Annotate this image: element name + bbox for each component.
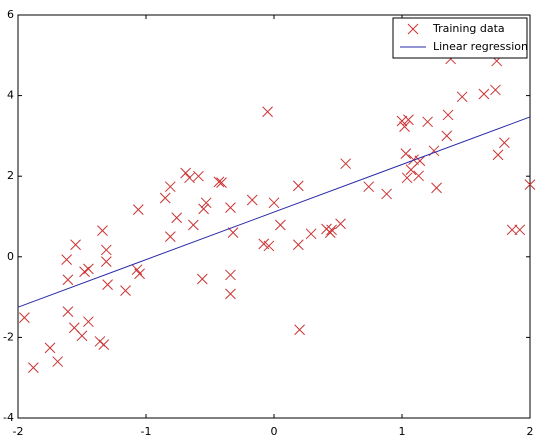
data-point <box>100 244 112 256</box>
data-point <box>184 172 195 184</box>
data-point <box>19 312 30 324</box>
data-point <box>159 192 171 204</box>
legend-box <box>392 17 528 59</box>
data-point <box>524 179 536 191</box>
data-point <box>441 130 453 142</box>
data-point <box>171 212 183 224</box>
data-point <box>213 176 225 188</box>
data-point <box>401 172 413 184</box>
data-point <box>294 324 305 336</box>
data-point <box>340 158 352 170</box>
data-point <box>70 239 81 251</box>
data-point <box>246 194 258 206</box>
data-point <box>422 116 433 128</box>
data-point <box>399 121 410 132</box>
legend: Training data Linear regression <box>392 17 528 59</box>
data-point <box>324 227 336 238</box>
y-tick-label: -2 <box>3 330 14 343</box>
data-point <box>405 164 417 176</box>
data-point <box>44 342 56 354</box>
data-point <box>61 254 72 265</box>
x-tick-label: 0 <box>271 425 278 438</box>
y-tick-label: 2 <box>7 169 14 182</box>
y-tick-label: -4 <box>3 411 14 424</box>
data-point <box>363 181 375 193</box>
data-point <box>413 170 424 182</box>
plot-area <box>17 14 531 419</box>
data-point <box>492 149 504 161</box>
data-point <box>442 109 454 121</box>
data-point <box>180 167 192 179</box>
data-point <box>335 218 346 230</box>
data-point <box>83 316 94 328</box>
data-point <box>198 203 209 215</box>
data-point <box>164 181 176 193</box>
y-tick-label: 4 <box>7 89 14 102</box>
y-tick-label: 6 <box>7 8 14 21</box>
data-point <box>456 91 468 103</box>
data-point <box>263 240 275 252</box>
y-tick-label: 0 <box>7 250 14 263</box>
data-point <box>268 197 280 209</box>
data-point <box>396 115 408 127</box>
data-point <box>76 330 88 342</box>
data-point <box>499 137 510 149</box>
data-point <box>262 106 273 118</box>
data-point <box>193 170 204 182</box>
data-point <box>196 273 208 285</box>
x-tick-label: 2 <box>527 425 534 438</box>
data-point <box>225 269 236 281</box>
data-point <box>216 177 227 189</box>
data-point <box>490 84 501 96</box>
regression-line <box>17 116 531 308</box>
data-point <box>52 356 64 367</box>
data-point <box>83 263 94 275</box>
data-point <box>200 197 212 209</box>
data-point <box>305 228 317 240</box>
legend-label: Training data <box>432 22 505 35</box>
x-tick-label: 1 <box>399 425 406 438</box>
data-point <box>100 256 112 267</box>
data-point <box>134 268 145 280</box>
data-point <box>478 88 490 100</box>
data-point <box>97 225 108 236</box>
legend-label: Linear regression <box>433 40 528 53</box>
data-point <box>102 279 113 290</box>
data-point <box>275 219 286 231</box>
x-tick-label: -2 <box>13 425 24 438</box>
data-point <box>132 204 144 216</box>
data-point <box>381 188 392 200</box>
data-point <box>120 285 131 297</box>
data-point <box>506 224 518 236</box>
x-tick-label: -1 <box>141 425 152 438</box>
data-point <box>514 224 526 236</box>
legend-marker <box>407 23 419 35</box>
data-point <box>28 362 39 373</box>
data-point <box>431 182 442 194</box>
data-point <box>414 155 426 167</box>
data-point <box>400 148 412 159</box>
data-point <box>225 202 236 213</box>
data-point <box>292 180 304 192</box>
data-point <box>408 154 419 166</box>
data-point <box>326 224 337 236</box>
data-point <box>225 288 236 300</box>
data-point <box>62 274 74 286</box>
data-point <box>98 339 110 351</box>
data-point <box>188 219 199 231</box>
data-point <box>403 114 414 126</box>
data-point <box>62 306 74 317</box>
data-point <box>227 227 239 238</box>
data-point <box>164 231 176 243</box>
data-point <box>292 239 304 251</box>
